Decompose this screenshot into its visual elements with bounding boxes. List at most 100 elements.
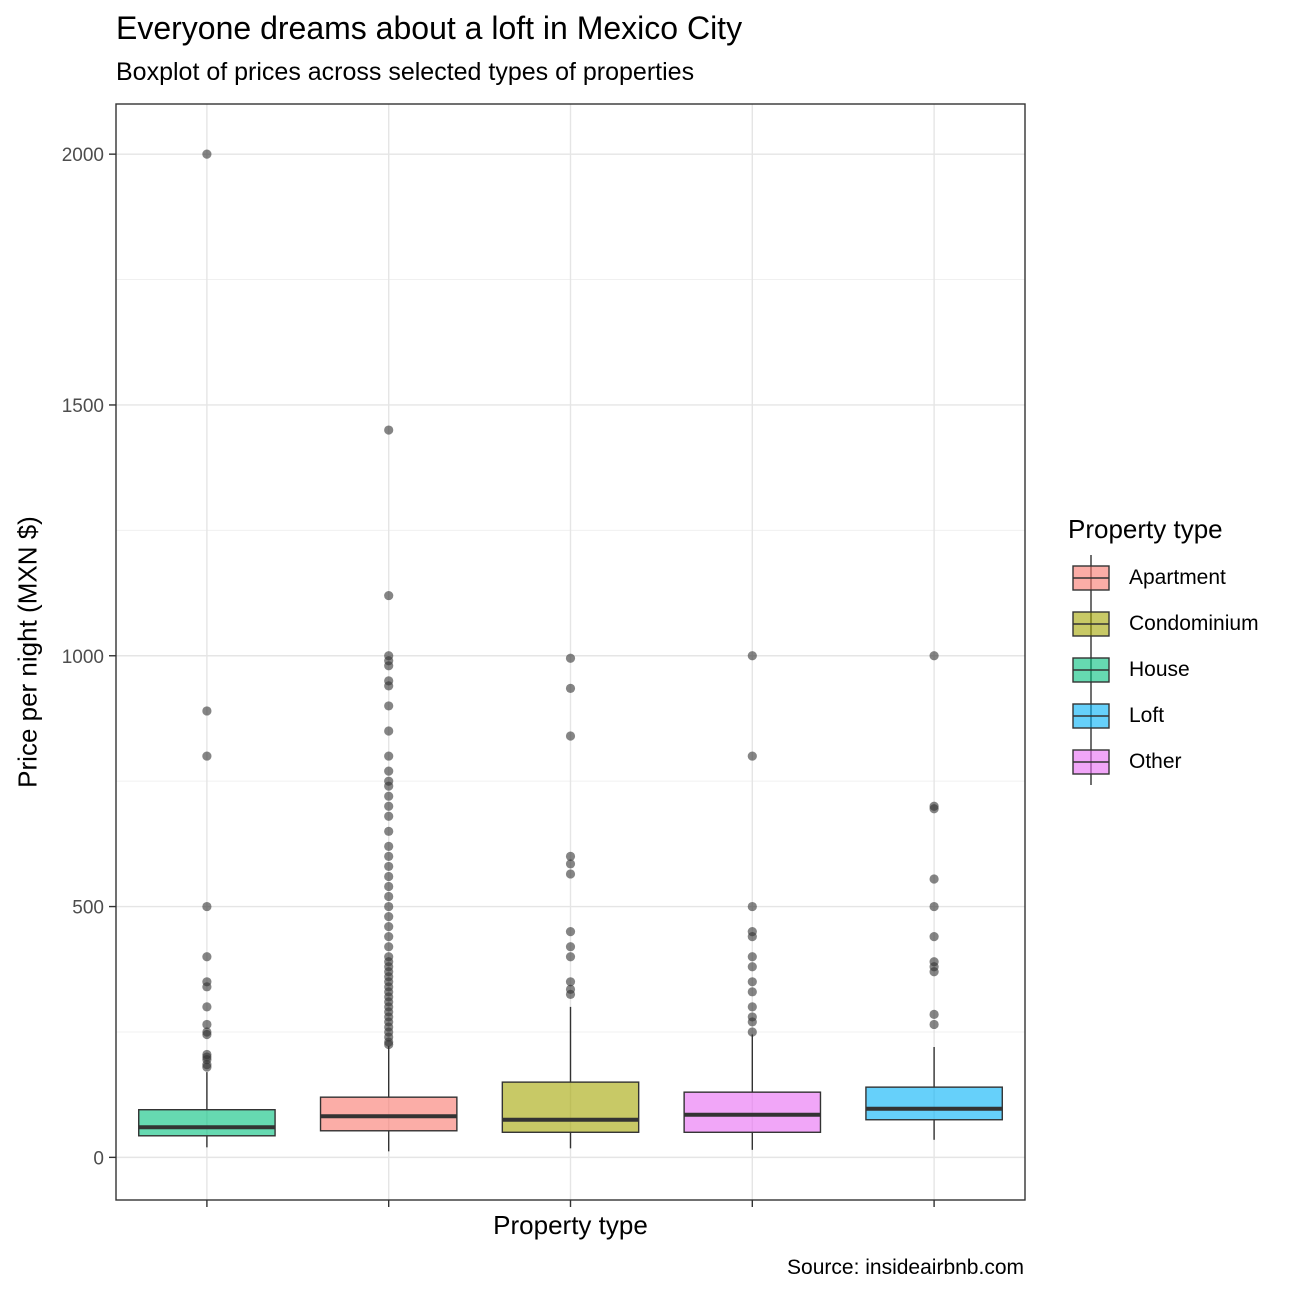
outlier-point <box>384 791 394 801</box>
outlier-point <box>565 927 576 937</box>
outlier-point <box>565 731 576 741</box>
y-tick-label: 1500 <box>62 396 104 417</box>
y-axis-label: Price per night (MXN $) <box>12 516 43 788</box>
y-tick-label: 0 <box>93 1148 104 1169</box>
outlier-point <box>747 1002 757 1012</box>
outlier-point <box>384 871 394 882</box>
outlier-point <box>384 651 394 661</box>
box <box>683 1091 822 1133</box>
outlier-point <box>929 1019 939 1030</box>
legend-label: Other <box>1129 750 1182 773</box>
legend-key <box>1072 601 1110 647</box>
outlier-point <box>929 801 939 811</box>
y-tick-label: 2000 <box>62 145 104 166</box>
outlier-point <box>384 726 394 736</box>
legend-key <box>1072 739 1110 785</box>
boxplot-house <box>138 149 276 1148</box>
outlier-point <box>384 826 394 836</box>
boxplot-other <box>683 651 822 1150</box>
outlier-point <box>384 841 394 851</box>
outlier-point <box>747 651 757 661</box>
boxplot-condominium <box>501 653 640 1149</box>
chart-caption: Source: insideairbnb.com <box>787 1256 1024 1279</box>
legend-key <box>1072 693 1110 739</box>
legend-item-house: House <box>1068 647 1259 693</box>
legend-label: House <box>1129 658 1190 681</box>
outlier-point <box>384 952 394 962</box>
outlier-point <box>565 952 576 962</box>
legend-label: Condominium <box>1129 612 1259 635</box>
legend-label: Loft <box>1129 704 1165 727</box>
legend: Property type Apartment Condominium House L… <box>1068 514 1259 785</box>
outlier-point <box>384 942 394 952</box>
outlier-point <box>202 1019 212 1030</box>
box <box>501 1081 640 1133</box>
outlier-point <box>384 811 394 821</box>
outlier-point <box>384 911 394 922</box>
outlier-point <box>384 766 394 776</box>
boxplots <box>138 149 1003 1152</box>
outlier-point <box>929 957 939 967</box>
box <box>865 1086 1003 1121</box>
outlier-point <box>202 1049 212 1060</box>
chart-subtitle: Boxplot of prices across selected types … <box>116 58 695 86</box>
outlier-point <box>202 1027 212 1037</box>
outlier-point <box>384 801 394 811</box>
legend-item-loft: Loft <box>1068 693 1259 739</box>
outlier-point <box>202 1002 212 1012</box>
outlier-point <box>384 676 394 686</box>
outlier-point <box>929 932 939 942</box>
outlier-point <box>929 901 939 912</box>
outlier-point <box>565 984 576 994</box>
outlier-point <box>202 751 212 761</box>
outlier-point <box>384 922 394 932</box>
boxplot-apartment <box>319 425 458 1152</box>
outlier-point <box>747 751 757 761</box>
outlier-point <box>747 1027 757 1037</box>
outlier-point <box>565 869 576 879</box>
outlier-point <box>202 977 212 987</box>
outlier-point <box>384 701 394 711</box>
outlier-point <box>565 683 576 693</box>
legend-item-condominium: Condominium <box>1068 601 1259 647</box>
outlier-point <box>747 962 757 972</box>
outlier-point <box>747 927 757 937</box>
outlier-point <box>565 859 576 869</box>
legend-key <box>1072 555 1110 601</box>
outlier-point <box>747 987 757 997</box>
outlier-point <box>202 901 212 912</box>
outlier-point <box>384 881 394 892</box>
legend-item-other: Other <box>1068 739 1259 785</box>
x-axis-label: Property type <box>493 1210 648 1240</box>
outlier-point <box>384 901 394 912</box>
outlier-point <box>929 1009 939 1020</box>
outlier-point <box>202 952 212 962</box>
outlier-point <box>565 653 576 663</box>
box <box>319 1096 458 1132</box>
boxplot-loft <box>865 651 1003 1140</box>
box <box>138 1109 276 1137</box>
outlier-point <box>929 651 939 661</box>
x-axis <box>206 1200 935 1207</box>
y-tick-label: 500 <box>72 898 104 919</box>
outlier-point <box>929 874 939 884</box>
outlier-point <box>747 1012 757 1022</box>
outlier-point <box>384 590 394 601</box>
outlier-point <box>384 851 394 862</box>
outlier-point <box>747 901 757 912</box>
outlier-point <box>565 977 576 987</box>
outlier-point <box>202 149 212 159</box>
outlier-point <box>384 861 394 872</box>
y-tick-label: 1000 <box>62 647 104 668</box>
outlier-point <box>747 952 757 962</box>
legend-label: Apartment <box>1129 566 1226 589</box>
legend-key <box>1072 647 1110 693</box>
y-axis: 0 500 1000 1500 2000 <box>62 145 116 1169</box>
outlier-point <box>384 425 394 435</box>
chart-title: Everyone dreams about a loft in Mexico C… <box>116 10 743 46</box>
outlier-point <box>384 891 394 902</box>
legend-title: Property type <box>1068 514 1223 544</box>
outlier-point <box>384 751 394 761</box>
legend-items: Apartment Condominium House Loft Other <box>1068 555 1259 785</box>
